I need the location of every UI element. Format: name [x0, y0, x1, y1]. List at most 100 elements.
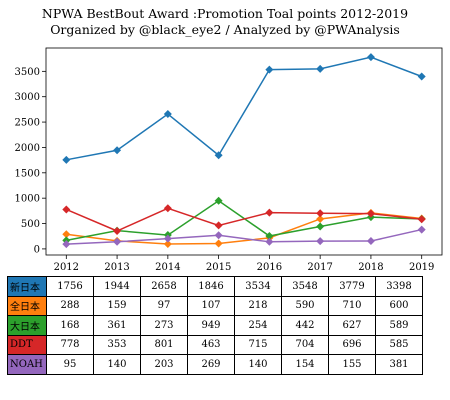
- table-cell: 254: [234, 315, 282, 336]
- data-point: [366, 209, 375, 218]
- data-point: [163, 204, 172, 213]
- data-point: [316, 237, 325, 246]
- x-tick-label: 2018: [358, 262, 383, 270]
- x-tick-label: 2017: [307, 262, 332, 270]
- data-point: [417, 72, 426, 81]
- y-axis: 0 500 1000 1500 2000 2500 3000 3500: [15, 67, 46, 255]
- data-point: [265, 232, 274, 241]
- data-point: [214, 231, 223, 240]
- table-cell: 361: [93, 315, 141, 336]
- table-cell: 442: [281, 315, 329, 336]
- data-point: [316, 222, 325, 231]
- table-cell: 801: [140, 334, 188, 355]
- x-tick-label: 2019: [409, 262, 434, 270]
- table-cell: 627: [328, 315, 376, 336]
- table-cell: 1846: [187, 276, 235, 297]
- table-cell: 710: [328, 295, 376, 316]
- x-tick-label: 2015: [206, 262, 231, 270]
- series-line: [66, 56, 422, 161]
- table-cell: 288: [46, 295, 94, 316]
- table-cell: 203: [140, 354, 188, 375]
- table-cell: 107: [187, 295, 235, 316]
- x-tick-label: 2012: [54, 262, 79, 270]
- table-cell: 381: [375, 354, 423, 375]
- table-cell: 140: [93, 354, 141, 375]
- data-point: [163, 234, 172, 243]
- table-cell: 778: [46, 334, 94, 355]
- x-tick-label: 2013: [104, 262, 129, 270]
- table-cell: 95: [46, 354, 94, 375]
- data-point: [163, 239, 172, 248]
- table-cell: 3548: [281, 276, 329, 297]
- data-point: [163, 110, 172, 119]
- table-cell: 269: [187, 354, 235, 375]
- table-cell: 353: [93, 334, 141, 355]
- data-point: [214, 221, 223, 230]
- data-point: [214, 196, 223, 205]
- data-point: [417, 225, 426, 234]
- data-point: [316, 64, 325, 73]
- table-row: 全日本 288 159 97 107 218 590 710 600: [7, 295, 423, 316]
- y-tick-label: 1500: [15, 168, 40, 179]
- data-point: [113, 146, 122, 155]
- table-cell: 3534: [234, 276, 282, 297]
- y-tick-label: 2000: [15, 143, 40, 154]
- table-cell: 159: [93, 295, 141, 316]
- x-axis: 2012 2013 2014 2015 2016 2017 2018 2019: [54, 255, 434, 270]
- y-tick-label: 1000: [15, 194, 40, 205]
- table-cell: 154: [281, 354, 329, 375]
- y-tick-label: 3500: [15, 67, 40, 78]
- data-point: [366, 237, 375, 246]
- table-cell: 949: [187, 315, 235, 336]
- series-line: [66, 207, 422, 232]
- table-row-label: DDT: [7, 334, 47, 355]
- chart-title-line-2: Organized by @black_eye2 / Analyzed by @…: [50, 22, 400, 37]
- data-point: [62, 240, 71, 249]
- data-point: [113, 237, 122, 246]
- plot-frame: [45, 47, 443, 256]
- data-point: [316, 209, 325, 218]
- table-cell: 589: [375, 315, 423, 336]
- data-point: [265, 208, 274, 217]
- x-tick-label: 2016: [257, 262, 282, 270]
- y-tick-label: 500: [21, 219, 40, 230]
- chart-title-line-1: NPWA BestBout Award :Promotion Toal poin…: [41, 6, 409, 21]
- table-cell: 704: [281, 334, 329, 355]
- table-cell: 3779: [328, 276, 376, 297]
- data-point: [366, 53, 375, 62]
- data-table: 新日本 1756 1944 2658 1846 3534 3548 3779 3398 全日本 28…: [7, 276, 423, 375]
- table-cell: 218: [234, 295, 282, 316]
- table-row: 新日本 1756 1944 2658 1846 3534 3548 3779 3398: [7, 276, 423, 297]
- table-cell: 2658: [140, 276, 188, 297]
- table-cell: 600: [375, 295, 423, 316]
- table-cell: 168: [46, 315, 94, 336]
- x-tick-label: 2014: [155, 262, 180, 270]
- data-point: [62, 155, 71, 164]
- table-cell: 585: [375, 334, 423, 355]
- series-0: [62, 53, 426, 164]
- series-3: [62, 204, 426, 236]
- series-4: [62, 225, 426, 249]
- series-line: [66, 228, 422, 245]
- data-point: [214, 239, 223, 248]
- data-point: [265, 237, 274, 246]
- y-tick-label: 3000: [15, 92, 40, 103]
- y-tick-label: 2500: [15, 118, 40, 129]
- data-point: [62, 230, 71, 239]
- series-layer: [62, 53, 426, 249]
- table-cell: 1944: [93, 276, 141, 297]
- data-point: [265, 65, 274, 74]
- data-point: [316, 214, 325, 223]
- table-cell: 155: [328, 354, 376, 375]
- table-cell: 590: [281, 295, 329, 316]
- table-cell: 463: [187, 334, 235, 355]
- table-cell: 1756: [46, 276, 94, 297]
- table-row-label: NOAH: [7, 354, 47, 375]
- data-point: [214, 151, 223, 160]
- table-row-label: 新日本: [7, 276, 47, 297]
- data-point: [113, 227, 122, 236]
- table-row: DDT 778 353 801 463 715 704 696 585: [7, 334, 423, 355]
- table-cell: 273: [140, 315, 188, 336]
- table-row-label: 全日本: [7, 295, 47, 316]
